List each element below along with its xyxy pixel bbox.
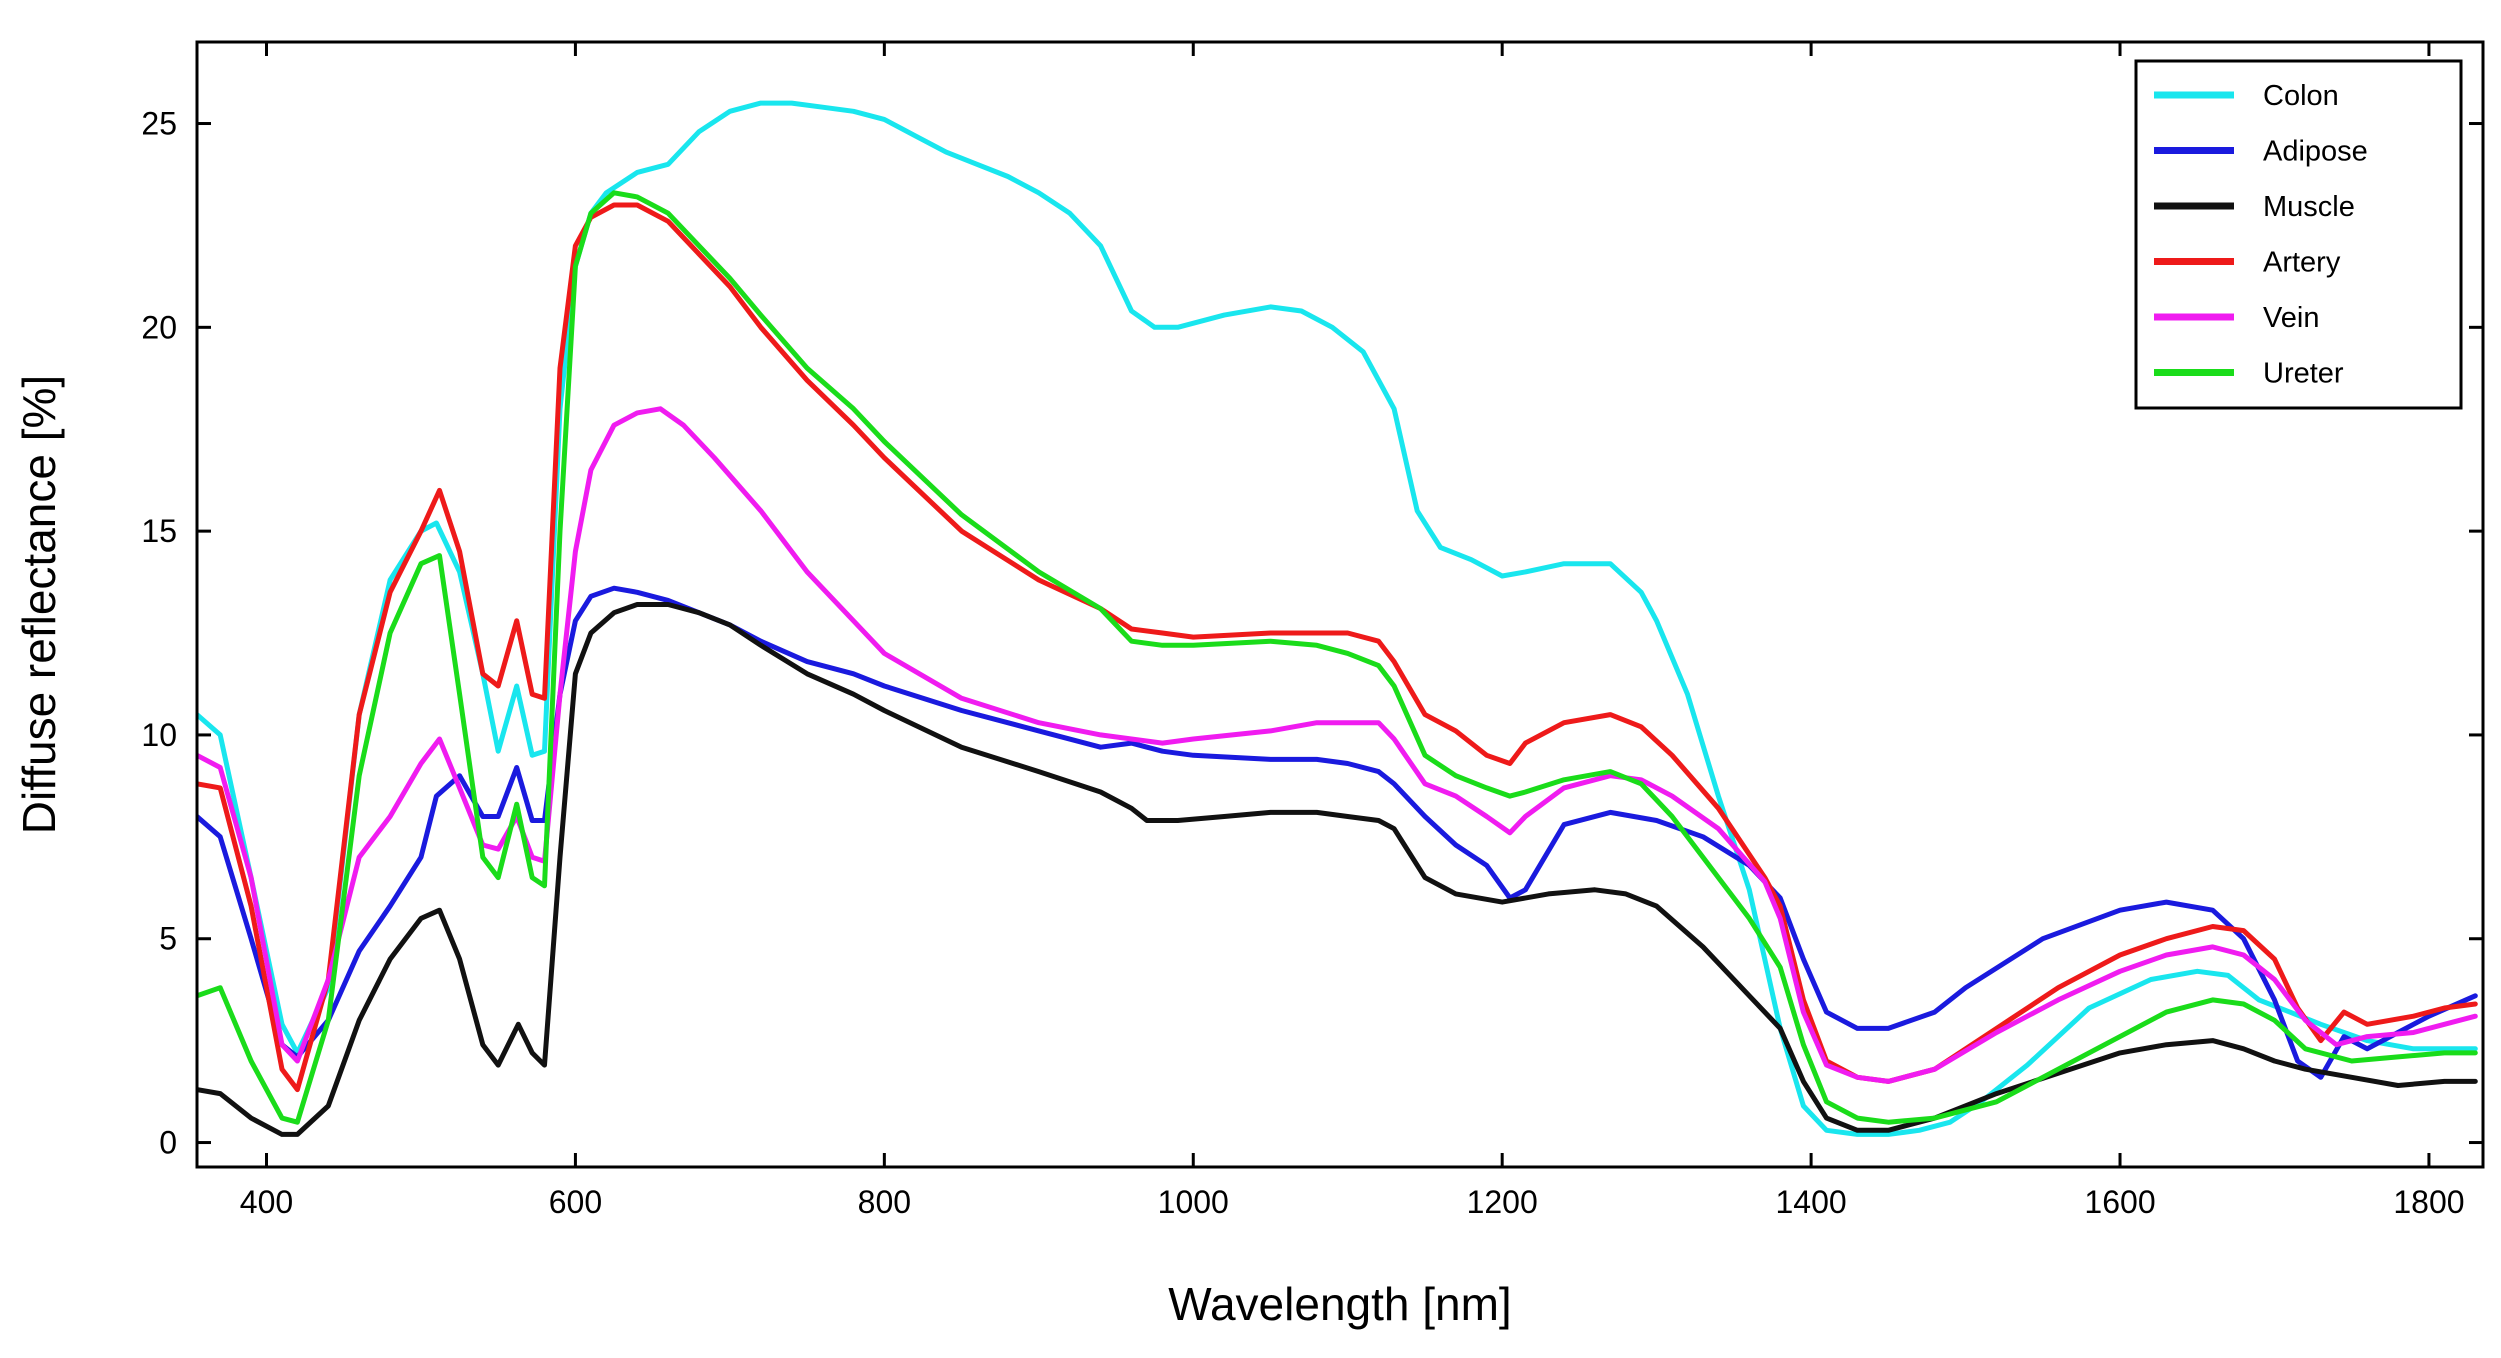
- y-tick-label: 25: [141, 106, 177, 142]
- y-tick-label: 10: [141, 717, 177, 753]
- legend-label-colon: Colon: [2263, 80, 2339, 112]
- legend-label-muscle: Muscle: [2263, 191, 2355, 223]
- y-tick-label: 20: [141, 309, 177, 345]
- series-line-colon: [197, 100, 2478, 1137]
- x-tick-label: 1600: [2084, 1184, 2155, 1220]
- series-line-muscle: [197, 602, 2478, 1137]
- x-tick-label: 800: [858, 1184, 911, 1220]
- x-tick-label: 400: [240, 1184, 293, 1220]
- x-tick-label: 600: [549, 1184, 602, 1220]
- plot-frame: [195, 40, 2485, 1169]
- series-line-ureter: [197, 190, 2478, 1125]
- axis-ticks: 400 600 800 1000 1200 1400 1600 1800 0 5 10 15 20 25: [141, 42, 2483, 1220]
- legend-label-artery: Artery: [2263, 247, 2341, 279]
- x-tick-label: 1800: [2393, 1184, 2464, 1220]
- y-tick-label: 5: [159, 921, 177, 957]
- x-tick-label: 1000: [1158, 1184, 1229, 1220]
- series-line-adipose: [197, 585, 2478, 1080]
- series-line-vein: [197, 406, 2478, 1084]
- legend-label-vein: Vein: [2263, 302, 2319, 334]
- y-axis-title: Diffuse reflectance [%]: [13, 375, 65, 834]
- x-tick-label: 1200: [1467, 1184, 1538, 1220]
- legend-label-adipose: Adipose: [2263, 136, 2368, 168]
- x-tick-label: 1400: [1776, 1184, 1847, 1220]
- y-tick-label: 0: [159, 1125, 177, 1161]
- series-layer: [197, 100, 2478, 1137]
- legend: Colon Adipose Muscle Artery Vein Ureter: [2134, 59, 2463, 410]
- legend-box: [2134, 59, 2463, 410]
- x-axis-title: Wavelength [nm]: [1168, 1278, 1511, 1330]
- legend-label-ureter: Ureter: [2263, 358, 2344, 390]
- series-line-artery: [197, 202, 2478, 1093]
- y-tick-label: 15: [141, 513, 177, 549]
